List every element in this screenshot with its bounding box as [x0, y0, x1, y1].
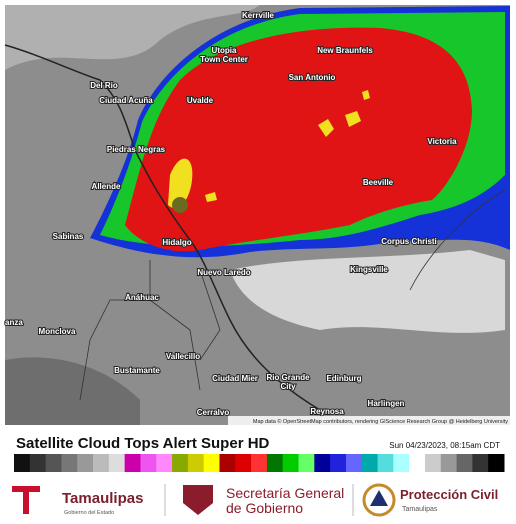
- city-label: Ciudad Acuña: [99, 96, 153, 105]
- city-label: San Antonio: [289, 73, 336, 82]
- city-label: Anáhuac: [125, 293, 159, 302]
- logo-icon: [370, 490, 388, 506]
- color-swatch: [156, 454, 173, 472]
- color-swatch: [314, 454, 331, 472]
- city-label: Edinburg: [326, 374, 361, 383]
- color-swatch: [472, 454, 489, 472]
- color-swatch: [235, 454, 252, 472]
- color-swatch: [251, 454, 268, 472]
- cloud-gray: [5, 5, 260, 70]
- cloud-dark: [5, 357, 140, 425]
- color-swatch: [298, 454, 315, 472]
- logo-sub: Gobierno del Estado: [64, 510, 114, 516]
- city-label: Victoria: [427, 137, 457, 146]
- city-label: New Braunfels: [317, 46, 373, 55]
- boundary: [79, 189, 506, 401]
- color-swatch: [266, 454, 284, 472]
- city-label: anza: [5, 318, 23, 327]
- color-swatch: [393, 454, 410, 472]
- footer: Tamaulipas Gobierno del Estado Secretarí…: [12, 483, 498, 517]
- color-swatch: [14, 454, 31, 472]
- logo-text: Secretaría General: [226, 485, 344, 501]
- color-swatch: [187, 454, 205, 472]
- attribution: Map data © OpenStreetMap contributors, r…: [253, 418, 508, 425]
- city-label: Piedras Negras: [107, 145, 166, 154]
- border-river: [4, 44, 321, 411]
- color-swatch: [345, 454, 363, 472]
- color-swatch: [108, 454, 126, 472]
- logo-name: Protección Civil: [400, 487, 498, 502]
- color-swatch: [93, 454, 110, 472]
- attribution-bg: [228, 416, 510, 425]
- logo-name: Tamaulipas: [62, 490, 143, 507]
- legend-title: Satellite Cloud Tops Alert Super HD: [16, 435, 270, 452]
- logo-icon: [183, 485, 213, 515]
- city-label: Rio Grande: [266, 373, 310, 382]
- color-swatch: [172, 454, 189, 472]
- color-swatch: [45, 454, 62, 472]
- color-swatch: [77, 454, 94, 472]
- color-bar: [14, 454, 505, 472]
- city-label: Kingsville: [350, 265, 388, 274]
- city-label: Harlingen: [368, 399, 405, 408]
- city-label: Reynosa: [310, 407, 344, 416]
- cloud-core: [172, 197, 188, 213]
- city-label: Del Rio: [90, 81, 118, 90]
- color-swatch: [488, 454, 505, 472]
- color-swatch: [377, 454, 394, 472]
- color-swatch: [61, 454, 78, 472]
- city-label: Town Center: [200, 55, 248, 64]
- color-swatch: [456, 454, 473, 472]
- city-label: Kerrville: [242, 11, 275, 20]
- color-swatch: [282, 454, 300, 472]
- city-label: Sabinas: [53, 232, 84, 241]
- logo-icon: [12, 486, 40, 514]
- cloud-white: [230, 250, 505, 333]
- city-label: Nuevo Laredo: [197, 268, 250, 277]
- city-label: Allende: [92, 182, 121, 191]
- city-label: Vallecillo: [166, 352, 200, 361]
- color-swatch: [140, 454, 157, 472]
- logo-icon: [362, 483, 396, 517]
- city-label: City: [280, 382, 296, 391]
- map: Kerrville Utopia Town Center New Braunfe…: [4, 5, 510, 425]
- color-swatch: [409, 454, 426, 472]
- city-label: Utopia: [212, 46, 237, 55]
- cloud-yellow: [168, 158, 193, 209]
- color-swatch: [330, 454, 347, 472]
- color-swatch: [440, 454, 458, 472]
- city-label: Ciudad Mier: [212, 374, 258, 383]
- color-swatch: [424, 454, 442, 472]
- color-swatch: [361, 454, 379, 472]
- city-label: Beeville: [363, 178, 394, 187]
- color-swatch: [219, 454, 236, 472]
- color-swatch: [124, 454, 141, 472]
- city-label: Uvalde: [187, 96, 214, 105]
- city-label: Bustamante: [114, 366, 160, 375]
- city-label: Monclova: [39, 327, 76, 336]
- city-label: Hidalgo: [162, 238, 191, 247]
- logo-text: de Gobierno: [226, 500, 303, 516]
- logo-sub: Tamaulipas: [402, 506, 438, 513]
- city-label: Cerralvo: [197, 408, 230, 417]
- color-swatch: [203, 454, 220, 472]
- color-swatch: [29, 454, 47, 472]
- city-label: Corpus Christi: [381, 237, 437, 246]
- timestamp: Sun 04/23/2023, 08:15am CDT: [389, 441, 500, 450]
